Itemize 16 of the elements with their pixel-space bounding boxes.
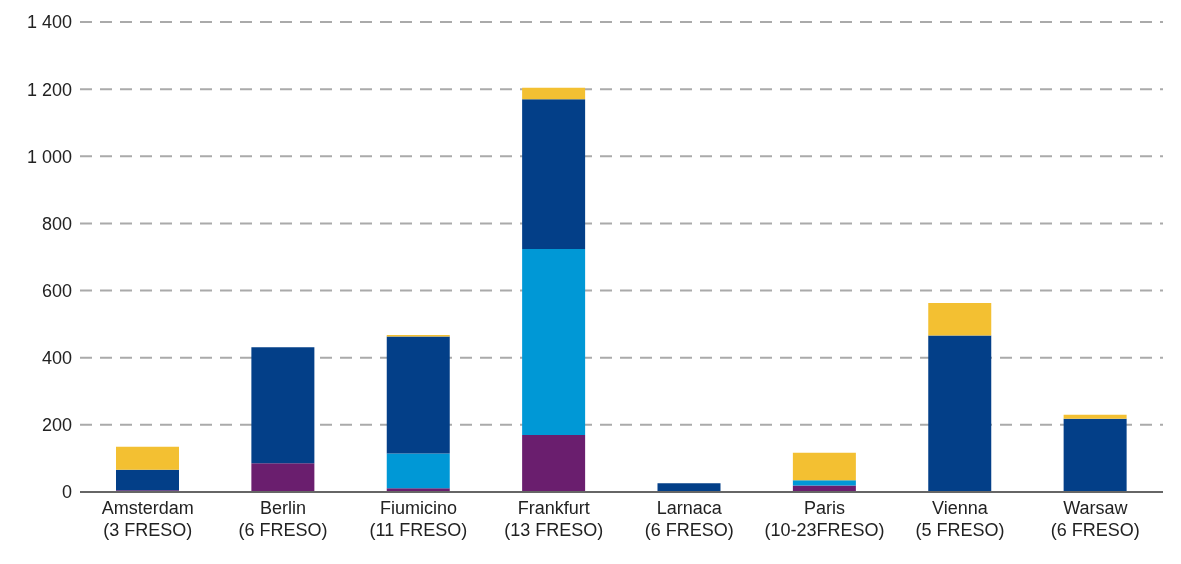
x-tick-label: Frankfurt (13 FRESO) [504, 498, 604, 540]
x-tick-label: Vienna (5 FRESO) [915, 498, 1005, 540]
x-tick-label: Paris (10-23FRESO) [764, 498, 885, 540]
x-tick-label: Fiumicino (11 FRESO) [369, 498, 468, 540]
y-tick-label: 1 200 [26, 79, 72, 100]
y-tick-label: 0 [61, 482, 72, 503]
x-tick-label: Berlin (6 FRESO) [238, 498, 328, 540]
y-tick-label: 800 [41, 213, 72, 234]
y-tick-label: 200 [41, 415, 72, 436]
y-tick-label: 1 400 [26, 12, 72, 33]
x-tick-label: Larnaca (6 FRESO) [644, 498, 734, 540]
y-tick-label: 1 000 [26, 146, 72, 167]
y-tick-label: 400 [41, 348, 72, 369]
x-tick-label: Amsterdam (3 FRESO) [101, 498, 194, 540]
x-tick-label: Warsaw (6 FRESO) [1050, 498, 1140, 540]
y-tick-label: 600 [41, 280, 72, 301]
